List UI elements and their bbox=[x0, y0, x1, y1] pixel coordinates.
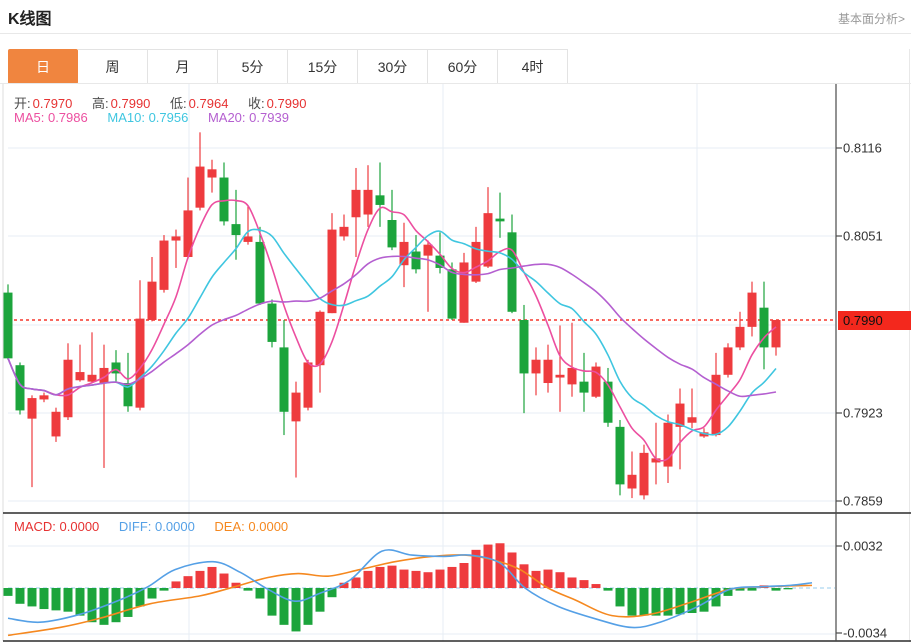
main-y-tick-label: 0.8116 bbox=[843, 140, 882, 156]
main-y-tick-label: 0.7859 bbox=[843, 493, 883, 509]
ma10-label: MA10: bbox=[107, 110, 145, 125]
ma20-value: 0.7939 bbox=[249, 110, 289, 125]
tab-1[interactable]: 周 bbox=[78, 49, 148, 84]
main-y-tick-label: 0.7923 bbox=[843, 405, 883, 421]
header-divider bbox=[0, 33, 911, 34]
macd-y-tick-label: -0.0034 bbox=[843, 625, 888, 641]
dea-value: 0.0000 bbox=[248, 519, 289, 534]
macd-legend: MACD: 0.0000 DIFF: 0.0000 DEA: 0.0000 bbox=[14, 519, 304, 534]
open-value: 0.7970 bbox=[32, 96, 73, 111]
main-y-tick-label: 0.8051 bbox=[843, 228, 883, 244]
tab-5[interactable]: 30分 bbox=[358, 49, 428, 84]
open-label: 开: bbox=[14, 96, 31, 111]
macd-value: 0.0000 bbox=[59, 519, 100, 534]
tab-2[interactable]: 月 bbox=[148, 49, 218, 84]
ma10-value: 0.7956 bbox=[148, 110, 189, 125]
ohlc-legend: 开: 0.7970 高: 0.7990 低: 0.7964 收: 0.7990 bbox=[14, 93, 322, 112]
ma-legend: MA5: 0.7986 MA10: 0.7956 MA20: 0.7939 bbox=[14, 110, 305, 125]
diff-value: 0.0000 bbox=[155, 519, 195, 534]
diff-label: DIFF: bbox=[118, 519, 152, 534]
macd-y-tick-label: 0.0032 bbox=[843, 538, 883, 554]
tab-0[interactable]: 日 bbox=[8, 49, 78, 84]
chart-right-border bbox=[909, 49, 910, 642]
close-label: 收: bbox=[248, 96, 265, 111]
tab-7[interactable]: 4时 bbox=[498, 49, 568, 84]
ma5-value: 0.7986 bbox=[47, 110, 88, 125]
macd-label: MACD: bbox=[14, 519, 56, 534]
page-title: K线图 bbox=[8, 11, 52, 28]
tabbar-underline bbox=[0, 83, 911, 84]
current-price-tag: 0.7990 bbox=[838, 311, 911, 330]
tab-4[interactable]: 15分 bbox=[288, 49, 358, 84]
high-value: 0.7990 bbox=[110, 96, 151, 111]
tab-3[interactable]: 5分 bbox=[218, 49, 288, 84]
close-value: 0.7990 bbox=[266, 96, 307, 111]
tab-6[interactable]: 60分 bbox=[428, 49, 498, 84]
period-tabbar: 日周月 5分 15分 30分 60分 4时 bbox=[8, 49, 568, 84]
high-label: 高: bbox=[92, 96, 109, 111]
dea-label: DEA: bbox=[214, 519, 245, 534]
fundamental-analysis-link[interactable]: 基本面分析> bbox=[837, 12, 905, 26]
ma20-label: MA20: bbox=[207, 110, 246, 125]
low-value: 0.7964 bbox=[188, 96, 229, 111]
low-label: 低: bbox=[170, 96, 187, 111]
ma5-label: MA5: bbox=[14, 110, 45, 125]
